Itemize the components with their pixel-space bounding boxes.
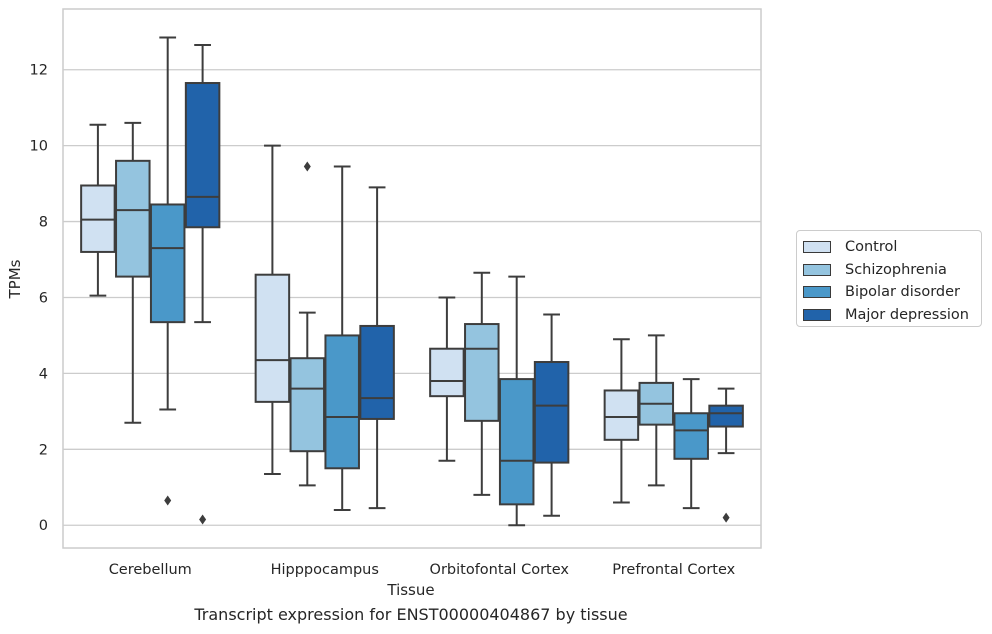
x-tick-label: Hipppocampus [271, 562, 379, 578]
box-iqr [429, 347, 465, 398]
box-iqr [533, 361, 570, 464]
box-bipolar-disorder [324, 165, 360, 512]
box-iqr [115, 159, 151, 278]
y-tick-label: 12 [30, 63, 48, 79]
box-control [254, 144, 291, 475]
legend-item: Major depression [803, 304, 981, 327]
box-iqr [289, 357, 326, 453]
y-tick-label: 10 [30, 139, 48, 155]
box-schizophrenia [115, 121, 151, 424]
box-iqr [254, 273, 291, 403]
box-bipolar-disorder [149, 36, 186, 506]
legend-swatch [803, 263, 831, 276]
legend-swatch [803, 241, 831, 254]
outlier-point [722, 512, 730, 523]
x-tick-label: Orbitofontal Cortex [430, 562, 570, 578]
outlier-point [164, 495, 172, 506]
outlier-point [303, 161, 311, 172]
y-tick-label: 0 [39, 518, 48, 534]
box-major-depression [708, 387, 744, 523]
box-iqr [184, 82, 221, 229]
legend-label: Major depression [845, 306, 969, 323]
legend-label: Control [845, 239, 898, 256]
box-control [429, 296, 465, 462]
chart-caption: Transcript expression for ENST0000040486… [194, 605, 628, 624]
y-tick-labels: 0 2 4 6 8 10 12 [30, 63, 48, 534]
box-iqr [603, 389, 640, 441]
box-iqr [324, 334, 360, 470]
box-iqr [708, 404, 744, 428]
box-layer [80, 36, 744, 527]
box-control [80, 123, 116, 297]
box-bipolar-disorder [498, 275, 535, 527]
legend-item: Control [803, 236, 981, 259]
box-iqr [464, 323, 500, 422]
box-schizophrenia [289, 161, 326, 487]
y-tick-label: 2 [39, 442, 48, 458]
box-major-depression [184, 44, 221, 525]
legend-swatch [803, 308, 831, 321]
x-tick-labels: Cerebellum Hipppocampus Orbitofontal Corte… [109, 562, 736, 578]
box-bipolar-disorder [673, 378, 709, 510]
y-tick-label: 4 [39, 366, 48, 382]
x-axis-label: Tissue [386, 581, 434, 599]
x-tick-label: Cerebellum [109, 562, 192, 578]
box-iqr [498, 378, 535, 506]
legend-label: Bipolar disorder [845, 284, 960, 301]
box-control [603, 338, 640, 504]
box-schizophrenia [464, 271, 500, 496]
box-iqr [673, 412, 709, 460]
plot-frame [62, 8, 762, 549]
y-tick-label: 6 [39, 290, 48, 306]
legend: Control Schizophrenia Bipolar disorder Majo… [796, 230, 982, 327]
box-schizophrenia [638, 334, 675, 487]
legend-item: Bipolar disorder [803, 281, 981, 304]
x-tick-label: Prefrontal Cortex [612, 562, 735, 578]
box-iqr [359, 324, 395, 420]
y-tick-label: 8 [39, 215, 48, 231]
legend-item: Schizophrenia [803, 259, 981, 282]
legend-swatch [803, 286, 831, 299]
outlier-point [199, 514, 207, 525]
box-major-depression [359, 186, 395, 510]
box-major-depression [533, 313, 570, 517]
y-axis-label: TPMs [6, 259, 24, 299]
box-iqr [149, 203, 186, 324]
legend-label: Schizophrenia [845, 261, 947, 278]
